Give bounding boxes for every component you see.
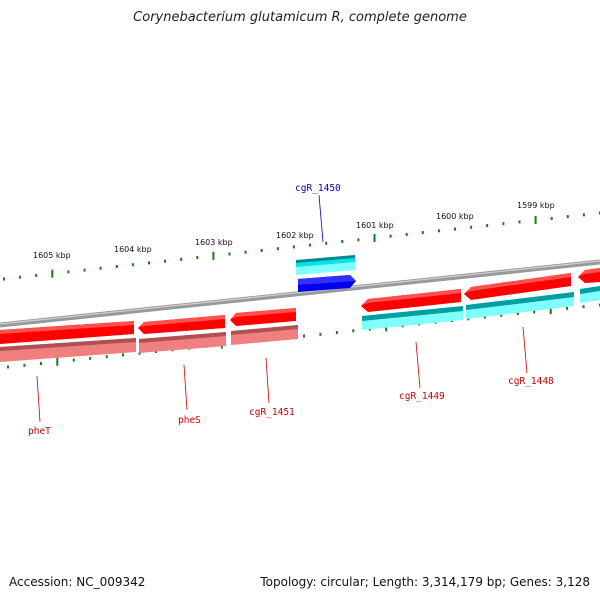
major-tick <box>56 357 59 366</box>
major-tick <box>51 269 54 278</box>
minor-tick <box>164 259 167 263</box>
minor-tick <box>335 331 338 335</box>
minor-tick <box>131 263 134 267</box>
minor-tick <box>500 313 503 317</box>
minor-tick <box>3 277 5 281</box>
minor-tick <box>89 356 92 360</box>
minor-tick <box>72 358 75 362</box>
minor-tick <box>196 256 199 260</box>
major-tick <box>373 234 376 242</box>
minor-tick <box>502 222 505 226</box>
genome-backbone <box>0 259 600 328</box>
minor-tick <box>582 305 585 309</box>
minor-tick <box>454 227 456 231</box>
genome-backbone-highlight <box>0 260 600 325</box>
minor-tick <box>566 306 569 310</box>
minor-tick <box>518 220 521 224</box>
gene-label-cgR_1451[interactable]: cgR_1451 <box>249 407 295 418</box>
gene-cgR_1451[interactable] <box>230 308 298 345</box>
minor-tick <box>483 315 486 319</box>
minor-tick <box>148 261 150 265</box>
accession-text: Accession: NC_009342 <box>9 575 146 589</box>
minor-tick <box>244 250 247 254</box>
minor-tick <box>341 240 344 243</box>
leader-line <box>522 326 528 374</box>
minor-tick <box>550 216 553 220</box>
minor-tick <box>228 252 231 256</box>
minor-tick <box>23 363 26 367</box>
tick-label: 1601 kbp <box>356 221 394 230</box>
minor-tick <box>467 317 470 321</box>
minor-tick <box>516 312 519 316</box>
gene-label-pheT[interactable]: pheT <box>28 426 51 437</box>
gene-cgR_1450[interactable] <box>296 255 356 292</box>
minor-tick <box>99 266 102 270</box>
leader-line <box>36 375 41 423</box>
minor-tick <box>105 355 108 359</box>
tick-label: 1600 kbp <box>436 212 474 221</box>
minor-tick <box>421 231 424 235</box>
minor-tick <box>19 275 22 279</box>
gene-pheT[interactable] <box>0 321 136 362</box>
minor-tick <box>389 234 392 238</box>
tick-label: 1602 kbp <box>276 231 314 240</box>
minor-tick <box>470 225 473 229</box>
tick-label: 1599 kbp <box>517 201 555 210</box>
minor-tick <box>67 270 70 274</box>
major-tick <box>212 251 215 260</box>
minor-tick <box>122 353 125 357</box>
genome-title: Corynebacterium glutamicum R, complete g… <box>133 10 467 25</box>
minor-tick <box>260 249 263 252</box>
topology-text: Topology: circular; Length: 3,314,179 bp… <box>260 575 590 589</box>
minor-tick <box>357 238 360 242</box>
gene-cgR_1448[interactable] <box>464 273 574 319</box>
minor-tick <box>180 257 183 261</box>
leader-line <box>265 357 270 404</box>
minor-tick <box>309 243 312 247</box>
minor-tick <box>35 273 38 277</box>
leader-line <box>183 364 188 411</box>
major-tick <box>534 216 537 225</box>
minor-tick <box>115 265 118 268</box>
gene-label-cgR_1449[interactable]: cgR_1449 <box>399 391 445 402</box>
gene-label-pheS[interactable]: pheS <box>178 415 201 426</box>
gene-label-cgR_1450[interactable]: cgR_1450 <box>295 183 341 194</box>
tick-label: 1603 kbp <box>195 238 233 247</box>
minor-tick <box>486 224 489 227</box>
minor-tick <box>276 247 279 251</box>
gene-cgR_1449[interactable] <box>361 289 463 330</box>
tick-label: 1604 kbp <box>114 245 152 254</box>
tick-label: 1605 kbp <box>33 251 71 260</box>
upper-tick-track <box>3 211 600 281</box>
gene-label-cgR_1448[interactable]: cgR_1448 <box>508 376 554 387</box>
minor-tick <box>405 232 408 236</box>
minor-tick <box>303 334 305 338</box>
minor-tick <box>582 213 585 217</box>
minor-tick <box>39 362 42 366</box>
minor-tick <box>533 310 536 314</box>
gene-partial-right[interactable] <box>578 268 600 303</box>
minor-tick <box>319 332 322 336</box>
minor-tick <box>138 351 141 355</box>
minor-tick <box>437 229 440 233</box>
gene-pheS[interactable] <box>138 315 226 353</box>
minor-tick <box>83 268 86 272</box>
minor-tick <box>325 241 328 245</box>
minor-tick <box>352 329 355 333</box>
leader-line <box>415 341 421 389</box>
minor-tick <box>7 365 9 369</box>
minor-tick <box>566 215 569 219</box>
minor-tick <box>292 245 295 249</box>
leader-line <box>318 194 324 243</box>
major-tick <box>549 306 552 315</box>
